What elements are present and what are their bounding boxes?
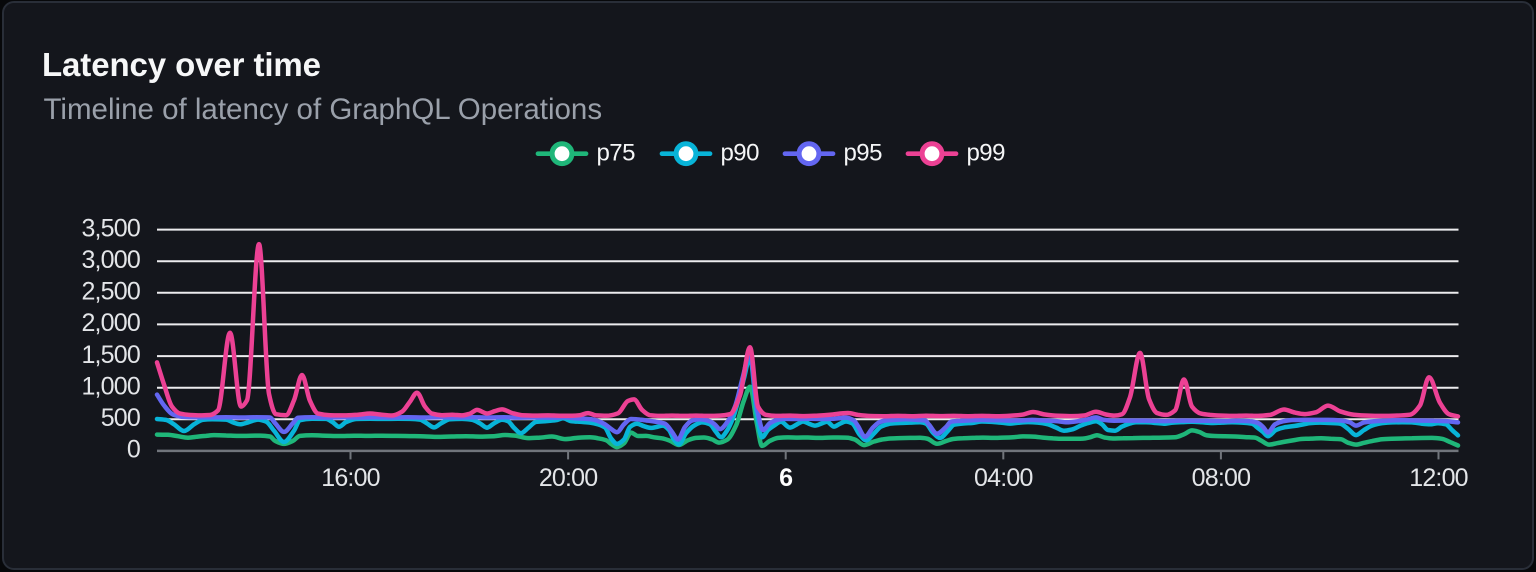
svg-text:3,500: 3,500 bbox=[81, 214, 140, 242]
svg-text:p90: p90 bbox=[721, 139, 760, 166]
svg-text:p75: p75 bbox=[597, 139, 636, 166]
svg-text:20:00: 20:00 bbox=[539, 464, 598, 492]
svg-text:3,000: 3,000 bbox=[81, 246, 140, 274]
svg-text:0: 0 bbox=[127, 436, 140, 464]
svg-text:2,000: 2,000 bbox=[81, 309, 140, 337]
svg-text:6: 6 bbox=[779, 464, 792, 492]
svg-text:1,000: 1,000 bbox=[81, 373, 140, 401]
svg-text:2,500: 2,500 bbox=[81, 278, 140, 306]
svg-text:12:00: 12:00 bbox=[1409, 464, 1468, 492]
svg-text:16:00: 16:00 bbox=[321, 464, 380, 492]
svg-text:p99: p99 bbox=[967, 139, 1006, 166]
svg-text:04:00: 04:00 bbox=[974, 464, 1033, 492]
svg-text:1,500: 1,500 bbox=[81, 341, 140, 369]
svg-text:500: 500 bbox=[101, 404, 140, 432]
svg-text:p95: p95 bbox=[844, 139, 883, 166]
svg-text:08:00: 08:00 bbox=[1192, 464, 1251, 492]
